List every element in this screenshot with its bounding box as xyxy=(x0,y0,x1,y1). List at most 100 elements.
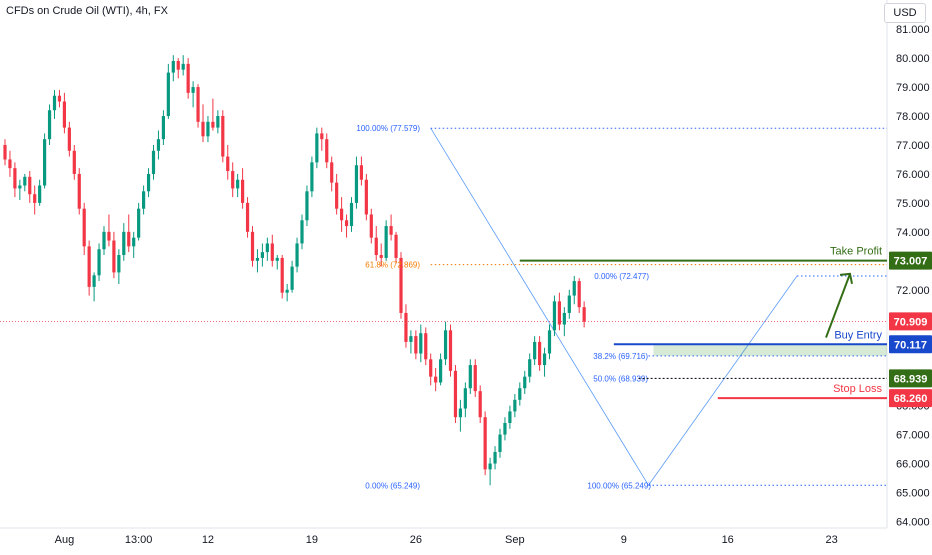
candle xyxy=(265,237,269,261)
candle-body xyxy=(97,249,101,276)
candle-body xyxy=(161,116,165,140)
currency-selector[interactable]: USD xyxy=(884,3,926,23)
candle xyxy=(369,208,373,244)
candle xyxy=(463,382,467,418)
candle-body xyxy=(389,226,393,235)
candle xyxy=(523,370,527,395)
candle xyxy=(562,307,566,337)
candle-body xyxy=(33,194,37,203)
candle-body xyxy=(38,185,42,203)
candle-body xyxy=(498,434,502,452)
x-tick-label: 26 xyxy=(410,534,422,546)
candle xyxy=(87,240,91,296)
candle xyxy=(379,243,383,267)
candle xyxy=(206,116,210,143)
x-tick-label: 16 xyxy=(722,534,734,546)
candle xyxy=(399,252,403,319)
candle xyxy=(349,197,354,232)
candle xyxy=(3,139,7,166)
candle xyxy=(538,336,542,371)
candle-body xyxy=(13,168,17,189)
x-tick-label: Aug xyxy=(55,534,75,546)
candle-body xyxy=(369,214,373,238)
candle xyxy=(127,214,131,253)
x-tick-label: 9 xyxy=(621,534,627,546)
price-badge-stop-loss: 68.260 xyxy=(894,393,928,405)
candle xyxy=(275,255,279,270)
candle-body xyxy=(43,139,47,186)
price-badge-stop-loss-bg xyxy=(889,389,932,408)
candle xyxy=(434,367,438,392)
candle xyxy=(503,417,507,441)
candle xyxy=(493,446,497,470)
candle-body xyxy=(320,133,324,140)
y-tick-label: 78.000 xyxy=(896,111,930,123)
y-tick-label: 65.000 xyxy=(896,488,930,500)
candle xyxy=(533,336,537,366)
candle xyxy=(429,353,433,386)
candle-body xyxy=(344,220,349,227)
y-tick-labels: 81.000 80.000 79.000 78.000 77.000 76.000 75.0… xyxy=(896,24,930,528)
candle xyxy=(552,295,557,337)
candle-body xyxy=(137,208,141,238)
fib-label: 0.00% (72.477) xyxy=(594,272,649,281)
candle-body xyxy=(211,121,215,128)
candle-body xyxy=(330,162,334,183)
candle xyxy=(231,162,235,198)
candle-body xyxy=(151,150,156,174)
candle xyxy=(335,173,339,215)
candle xyxy=(43,133,47,189)
candle-body xyxy=(67,127,71,151)
candle-body xyxy=(547,330,552,354)
price-badge-take-profit: 73.007 xyxy=(894,256,928,268)
y-tick-label: 81.000 xyxy=(896,24,930,36)
candle xyxy=(47,104,52,145)
candle-body xyxy=(295,243,299,267)
candle xyxy=(305,185,309,227)
candle xyxy=(196,84,200,128)
price-badge-last: 70.909 xyxy=(894,316,928,328)
candle-body xyxy=(384,226,388,258)
candle xyxy=(359,156,363,186)
candle xyxy=(102,226,106,256)
candle xyxy=(18,179,22,201)
arrow-shaft xyxy=(825,273,851,338)
candle xyxy=(176,58,180,79)
candle-body xyxy=(557,301,561,325)
candle xyxy=(518,382,522,406)
candle xyxy=(107,214,111,247)
candle-body xyxy=(260,252,264,258)
candle xyxy=(250,226,255,267)
candle-body xyxy=(280,257,284,293)
candle xyxy=(473,359,477,397)
candle-body xyxy=(236,179,240,189)
candle-body xyxy=(231,171,235,189)
candle-body xyxy=(18,185,22,189)
candle xyxy=(557,292,561,331)
candle xyxy=(458,399,462,432)
candle-body xyxy=(216,116,220,128)
candle-body xyxy=(552,301,557,331)
drawings xyxy=(0,127,887,486)
fib-label: 0.00% (65.249) xyxy=(365,481,420,490)
candle xyxy=(241,168,245,209)
candle xyxy=(92,272,96,302)
candle-body xyxy=(518,388,522,400)
candle-body xyxy=(62,101,66,128)
level-label-buy-entry: Buy Entry xyxy=(834,329,882,341)
candle xyxy=(255,249,260,273)
candle xyxy=(340,197,344,232)
candle-body xyxy=(226,156,230,172)
candle-body xyxy=(458,408,462,418)
candle-body xyxy=(582,307,586,322)
fib-trend-down xyxy=(430,128,649,486)
candle-body xyxy=(310,162,314,192)
candle-body xyxy=(409,336,413,342)
candle xyxy=(384,220,388,261)
candle-body xyxy=(142,191,146,209)
level-label-take-profit: Take Profit xyxy=(830,246,882,258)
candle-body xyxy=(72,150,76,174)
candle xyxy=(508,405,512,429)
candle-body xyxy=(315,133,319,163)
candle-body xyxy=(538,341,542,366)
